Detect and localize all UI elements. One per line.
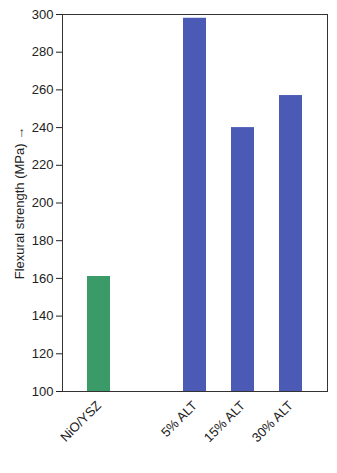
svg-text:5% ALT: 5% ALT <box>158 398 200 440</box>
svg-text:120: 120 <box>32 346 54 361</box>
svg-text:NiO/YSZ: NiO/YSZ <box>57 398 104 445</box>
svg-text:30% ALT: 30% ALT <box>249 398 296 445</box>
svg-text:260: 260 <box>32 82 54 97</box>
svg-text:Flexural strength (MPa) →: Flexural strength (MPa) → <box>12 127 27 279</box>
svg-text:140: 140 <box>32 308 54 323</box>
svg-text:180: 180 <box>32 233 54 248</box>
svg-text:240: 240 <box>32 120 54 135</box>
svg-text:300: 300 <box>32 7 54 22</box>
svg-text:200: 200 <box>32 195 54 210</box>
svg-text:100: 100 <box>32 384 54 399</box>
svg-text:15% ALT: 15% ALT <box>201 398 248 445</box>
svg-text:220: 220 <box>32 157 54 172</box>
svg-text:160: 160 <box>32 271 54 286</box>
svg-text:280: 280 <box>32 44 54 59</box>
